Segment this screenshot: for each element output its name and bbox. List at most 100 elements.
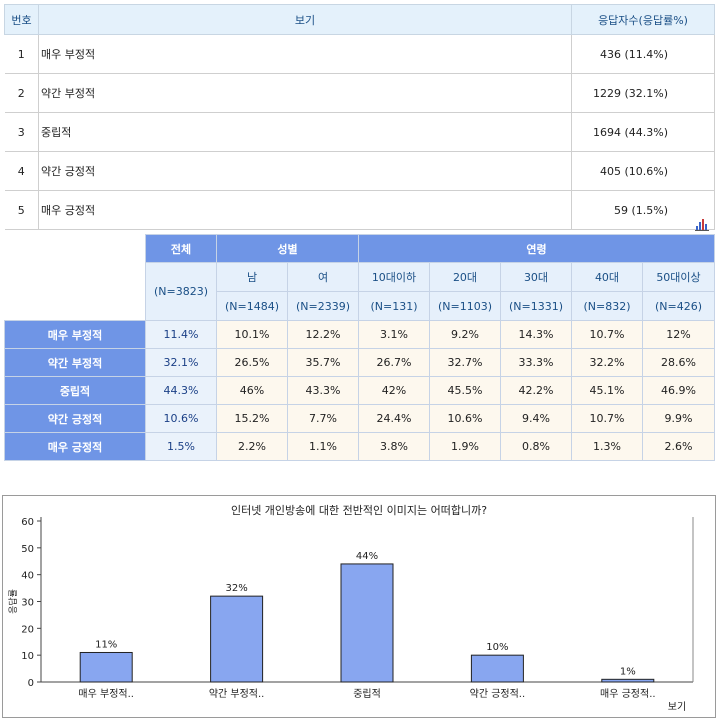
sub-n: (N=131) [358, 291, 430, 321]
header-gender: 성별 [216, 234, 359, 263]
crosstab-row: 매우 긍정적 1.5% 2.2% 1.1% 3.8% 1.9% 0.8% 1.3% 2.6% [4, 432, 715, 461]
crosstab-cell: 32.7% [429, 348, 501, 377]
crosstab-row-label: 중립적 [4, 376, 146, 405]
crosstab-row-label: 약간 부정적 [4, 348, 146, 377]
y-tick-label: 10 [21, 651, 34, 662]
summary-header-row: 번호 보기 응답자수(응답률%) [4, 4, 715, 35]
sub-n: (N=832) [571, 291, 643, 321]
crosstab-cell: 9.4% [500, 404, 572, 433]
row-value: 436 (11.4%) [571, 34, 715, 74]
crosstab-cell: 42.2% [500, 376, 572, 405]
sub-label: 10대이하 [358, 262, 430, 292]
crosstab-cell: 28.6% [642, 348, 715, 377]
sub-n: (N=1331) [500, 291, 572, 321]
crosstab-cell: 14.3% [500, 320, 572, 349]
sub-label: 남 [216, 262, 288, 292]
row-label: 약간 긍정적 [38, 151, 572, 191]
crosstab-row-label: 매우 긍정적 [4, 432, 146, 461]
bar-chart-plot: 0 10 20 30 40 50 60 응답률 11% 매우 부정적.. 32% 약간 부정적.. 44… [7, 517, 694, 713]
summary-row: 4 약간 긍정적 405 (10.6%) [4, 151, 715, 191]
row-value: 405 (10.6%) [571, 151, 715, 191]
chart-bar [470, 654, 524, 683]
chart-title: 인터넷 개인방송에 대한 전반적인 이미지는 어떠합니까? [230, 504, 488, 517]
crosstab-cell: 11.4% [145, 320, 217, 349]
crosstab-cell: 35.7% [287, 348, 359, 377]
crosstab-row-label: 약간 긍정적 [4, 404, 146, 433]
summary-row: 1 매우 부정적 436 (11.4%) [4, 34, 715, 74]
y-tick-label: 30 [21, 598, 34, 609]
sub-n: (N=1103) [429, 291, 501, 321]
summary-row: 5 매우 긍정적 59 (1.5%) [4, 190, 715, 230]
bar-value-label: 1% [620, 666, 636, 677]
sub-label: 50대이상 [642, 262, 715, 292]
crosstab-cell: 10.6% [429, 404, 501, 433]
crosstab-cell: 10.6% [145, 404, 217, 433]
row-label: 매우 부정적 [38, 34, 572, 74]
crosstab-cell: 9.9% [642, 404, 715, 433]
crosstab-cell: 45.1% [571, 376, 643, 405]
x-tick-label: 약간 부정적.. [209, 688, 265, 700]
row-number: 5 [4, 190, 39, 230]
row-label: 매우 긍정적 [38, 190, 572, 230]
header-option: 보기 [38, 4, 572, 35]
crosstab-row: 매우 부정적 11.4% 10.1% 12.2% 3.1% 9.2% 14.3% 10.7% 1… [4, 320, 715, 349]
sub-label: 30대 [500, 262, 572, 292]
crosstab-cell: 43.3% [287, 376, 359, 405]
sub-label: 여 [287, 262, 359, 292]
bar-value-label: 44% [356, 551, 378, 562]
x-tick-label: 약간 긍정적.. [470, 688, 526, 700]
crosstab-cell: 24.4% [358, 404, 430, 433]
crosstab-cell: 2.6% [642, 432, 715, 461]
sub-label: 40대 [571, 262, 643, 292]
crosstab-cell: 10.7% [571, 404, 643, 433]
crosstab-cell: 15.2% [216, 404, 288, 433]
chart-bar [79, 651, 133, 683]
crosstab-cell: 7.7% [287, 404, 359, 433]
crosstab-cell: 12.2% [287, 320, 359, 349]
crosstab-cell: 44.3% [145, 376, 217, 405]
bar-value-label: 10% [486, 642, 508, 653]
crosstab-cell: 1.9% [429, 432, 501, 461]
crosstab-cell: 32.1% [145, 348, 217, 377]
crosstab-cell: 33.3% [500, 348, 572, 377]
sub-label: 20대 [429, 262, 501, 292]
y-tick-label: 40 [21, 571, 34, 582]
x-tick-label: 매우 부정적.. [78, 688, 134, 700]
crosstab-cell: 9.2% [429, 320, 501, 349]
crosstab-corner [4, 234, 146, 321]
bar-value-label: 32% [225, 583, 247, 594]
crosstab-cell: 3.8% [358, 432, 430, 461]
crosstab-cell: 2.2% [216, 432, 288, 461]
crosstab-row-label: 매우 부정적 [4, 320, 146, 349]
header-age: 연령 [358, 234, 715, 263]
total-n: (N=3823) [145, 262, 217, 321]
sub-n: (N=426) [642, 291, 715, 321]
crosstab-row: 약간 부정적 32.1% 26.5% 35.7% 26.7% 32.7% 33.3% 32.2… [4, 348, 715, 377]
crosstab-row: 약간 긍정적 10.6% 15.2% 7.7% 24.4% 10.6% 9.4% 10.7% 9… [4, 404, 715, 433]
response-chart: 인터넷 개인방송에 대한 전반적인 이미지는 어떠합니까? 0 10 20 30 40 5… [2, 495, 716, 718]
row-value: 59 (1.5%) [571, 190, 715, 230]
row-label: 약간 부정적 [38, 73, 572, 113]
x-axis-label: 보기 [668, 701, 686, 713]
crosstab-cell: 10.7% [571, 320, 643, 349]
crosstab-cell: 3.1% [358, 320, 430, 349]
y-axis-label: 응답률 [7, 589, 19, 614]
header-total: 전체 [145, 234, 217, 263]
header-response-count: 응답자수(응답률%) [571, 4, 715, 35]
sub-n: (N=2339) [287, 291, 359, 321]
crosstab-cell: 26.5% [216, 348, 288, 377]
row-value: 1694 (44.3%) [571, 112, 715, 152]
chart-bar [210, 595, 264, 683]
summary-row: 3 중립적 1694 (44.3%) [4, 112, 715, 152]
header-number: 번호 [4, 4, 39, 35]
sub-n: (N=1484) [216, 291, 288, 321]
y-tick-label: 60 [21, 517, 34, 528]
row-number: 1 [4, 34, 39, 74]
bar-chart-icon[interactable] [695, 219, 709, 231]
crosstab-cell: 1.5% [145, 432, 217, 461]
crosstab-table: 전체 성별 연령 (N=3823) 남 여 10대이하 20대 30대 40대 … [4, 234, 715, 461]
bar-value-label: 11% [95, 639, 117, 650]
crosstab-cell: 46.9% [642, 376, 715, 405]
row-number: 3 [4, 112, 39, 152]
crosstab-cell: 12% [642, 320, 715, 349]
